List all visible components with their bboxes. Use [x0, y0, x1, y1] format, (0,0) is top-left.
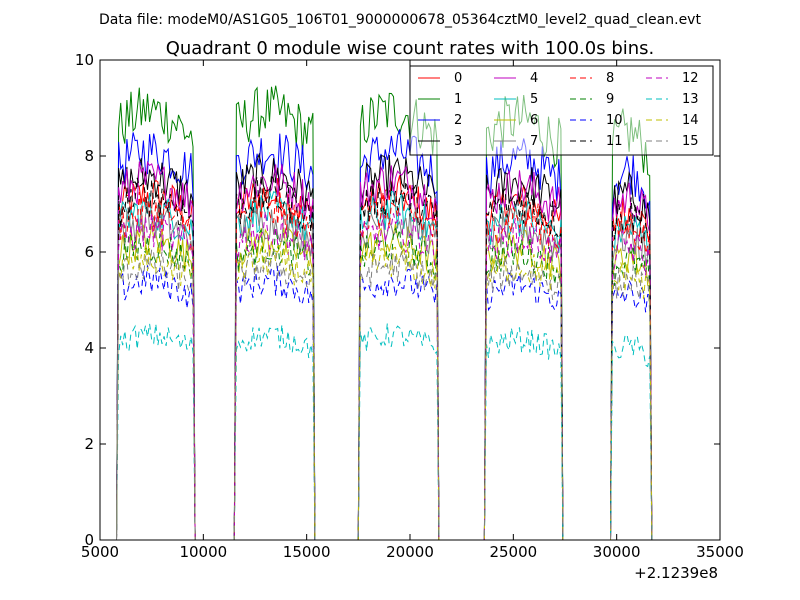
- series-lines: [116, 85, 653, 541]
- legend-box: [409, 65, 714, 156]
- legend-label-9: 9: [606, 92, 614, 107]
- legend-label-13: 13: [682, 92, 699, 107]
- legend-label-1: 1: [454, 92, 462, 107]
- x-tick-label: 25000: [489, 543, 537, 561]
- x-tick-label: 15000: [283, 543, 331, 561]
- series-line-2: [116, 129, 653, 541]
- series-line-15: [116, 247, 653, 541]
- series-line-13: [116, 323, 653, 541]
- legend-label-5: 5: [530, 92, 538, 107]
- legend-label-6: 6: [530, 113, 538, 128]
- series-line-3: [116, 152, 653, 541]
- axis-ticks: 5000 10000 15000 20000 25000 30000 35000 0 2 4 6 8 1…: [75, 51, 744, 561]
- x-offset-label: +2.1239e8: [634, 564, 718, 582]
- x-tick-label: 10000: [179, 543, 227, 561]
- y-tick-label: 4: [84, 339, 94, 357]
- series-line-10: [116, 265, 653, 541]
- legend-label-7: 7: [530, 134, 538, 149]
- legend-label-14: 14: [682, 113, 699, 128]
- y-tick-label: 2: [84, 435, 94, 453]
- x-tick-label: 20000: [386, 543, 434, 561]
- series-line-11: [116, 174, 653, 541]
- legend-label-11: 11: [606, 134, 623, 149]
- data-file-label: Data file: modeM0/AS1G05_106T01_90000006…: [99, 12, 701, 28]
- x-tick-label: 5000: [81, 543, 119, 561]
- series-line-6: [116, 223, 653, 541]
- series-line-7: [116, 201, 653, 541]
- legend-label-0: 0: [454, 71, 462, 86]
- series-line-5: [116, 190, 653, 541]
- y-tick-label: 6: [84, 243, 94, 261]
- legend-label-8: 8: [606, 71, 614, 86]
- legend-label-3: 3: [454, 134, 462, 149]
- x-tick-label: 30000: [593, 543, 641, 561]
- y-tick-label: 8: [84, 147, 94, 165]
- chart-title: Quadrant 0 module wise count rates with …: [166, 38, 655, 59]
- legend-label-15: 15: [682, 134, 699, 149]
- y-tick-label: 0: [84, 531, 94, 549]
- legend-label-4: 4: [530, 71, 538, 86]
- legend-label-12: 12: [682, 71, 699, 86]
- series-line-9: [116, 226, 653, 541]
- y-tick-label: 10: [75, 51, 94, 69]
- series-line-12: [116, 211, 653, 541]
- x-tick-label: 35000: [696, 543, 744, 561]
- legend-label-2: 2: [454, 113, 462, 128]
- legend-label-10: 10: [606, 113, 623, 128]
- series-line-14: [116, 244, 653, 541]
